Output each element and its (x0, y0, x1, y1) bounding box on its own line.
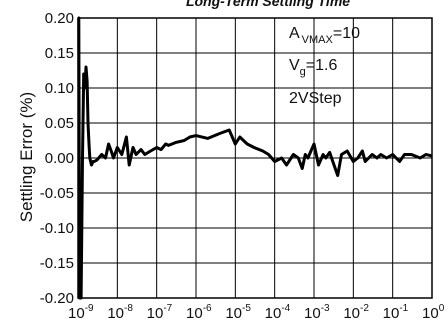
x-tick-label: 10-6 (186, 303, 212, 322)
x-tick-base: 10 (343, 305, 360, 322)
x-tick-base: 10 (147, 305, 164, 322)
annotation-avmax: A VMAX=10 (289, 25, 360, 46)
y-tick-label: 0.15 (45, 45, 74, 62)
x-tick-label: 10-7 (147, 303, 173, 322)
annotation-avmax-rest: =10 (333, 25, 360, 42)
annotations: A VMAX=10 Vg=1.6 2VStep (289, 25, 360, 107)
annotation-vg-rest: =1.6 (306, 57, 338, 74)
y-tick-label: 0.05 (45, 115, 74, 132)
x-tick-exponent: -9 (85, 303, 94, 314)
x-tick-label: 10-3 (304, 303, 330, 322)
y-tick-labels: 0.20 0.15 0.10 0.05 0.00 -0.05 -0.10 -0.15 -0.20 (40, 10, 74, 307)
y-tick-label: -0.20 (40, 290, 74, 307)
x-tick-base: 10 (225, 305, 242, 322)
x-tick-exponent: -6 (203, 303, 212, 314)
chart-title: Long-Term Settling Time (186, 0, 350, 9)
annotation-vg-main: V (289, 57, 300, 74)
plot-grid (78, 18, 432, 298)
x-tick-exponent: -7 (163, 303, 172, 314)
x-tick-label: 10-5 (225, 303, 251, 322)
y-tick-label: -0.10 (40, 220, 74, 237)
x-tick-exponent: -2 (360, 303, 369, 314)
x-tick-label: 100 (422, 303, 445, 322)
x-tick-labels: 10-9 10-8 10-7 10-6 10-5 10-4 10-3 10-2 10-1 100 (68, 303, 445, 322)
x-tick-base: 10 (68, 305, 85, 322)
x-tick-exponent: 0 (439, 303, 445, 314)
x-tick-label: 10-4 (265, 303, 291, 322)
x-tick-exponent: -3 (321, 303, 330, 314)
x-tick-label: 10-2 (343, 303, 369, 322)
x-tick-base: 10 (422, 305, 439, 322)
annotation-vg: Vg=1.6 (289, 57, 337, 78)
x-tick-base: 10 (186, 305, 203, 322)
y-tick-label: 0.20 (45, 10, 74, 27)
annotation-avmax-main: A (289, 25, 300, 42)
x-tick-exponent: -8 (124, 303, 133, 314)
x-tick-base: 10 (304, 305, 321, 322)
x-tick-base: 10 (265, 305, 282, 322)
y-tick-label: 0.10 (45, 80, 74, 97)
y-tick-label: 0.00 (45, 150, 74, 167)
x-tick-base: 10 (383, 305, 400, 322)
annotation-step: 2VStep (289, 90, 342, 107)
annotation-vg-sub: g (300, 66, 306, 78)
x-tick-exponent: -4 (281, 303, 290, 314)
x-tick-exponent: -5 (242, 303, 251, 314)
settling-error-line (77, 16, 433, 300)
y-tick-label: -0.05 (40, 185, 74, 202)
plot-frame (77, 17, 433, 299)
x-tick-label: 10-8 (107, 303, 133, 322)
x-tick-exponent: -1 (399, 303, 408, 314)
y-tick-label: -0.15 (40, 255, 74, 272)
x-tick-base: 10 (107, 305, 124, 322)
x-tick-label: 10-9 (68, 303, 94, 322)
annotation-avmax-sub: VMAX (302, 34, 334, 46)
x-tick-label: 10-1 (383, 303, 409, 322)
y-axis-label: Settling Error (%) (17, 92, 36, 222)
data-series (77, 16, 433, 300)
